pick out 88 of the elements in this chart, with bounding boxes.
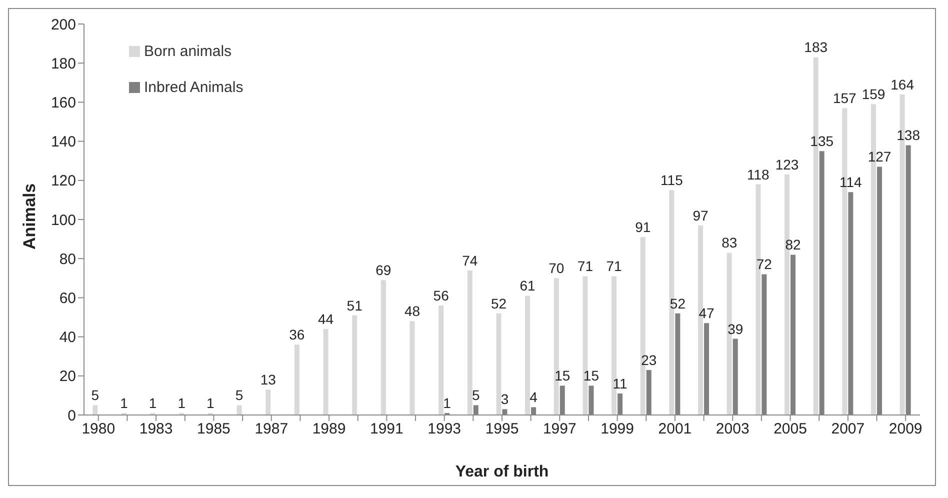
bar [525, 296, 530, 415]
data-label: 127 [868, 148, 892, 165]
x-tick-label: 1991 [370, 420, 404, 438]
x-tick-label: 1987 [254, 420, 288, 438]
data-label: 1 [178, 395, 186, 412]
y-tick-label: 160 [50, 94, 76, 112]
data-label: 123 [775, 156, 799, 173]
bar [266, 390, 271, 415]
data-label: 71 [577, 258, 594, 274]
data-label: 51 [346, 297, 363, 314]
x-tick-label: 2005 [774, 420, 807, 438]
data-label: 61 [520, 278, 536, 294]
x-tick-label: 1983 [139, 420, 173, 438]
data-label: 15 [583, 368, 600, 384]
x-tick-label: 2007 [831, 420, 865, 438]
data-label: 52 [670, 295, 686, 312]
legend-label: Inbred Animals [144, 79, 244, 96]
data-label: 56 [433, 288, 450, 304]
x-tick-label: 2001 [658, 420, 692, 438]
bar [467, 270, 472, 415]
data-label: 72 [756, 256, 772, 272]
data-label: 13 [260, 372, 276, 388]
data-label: 97 [692, 207, 709, 224]
y-tick-label: 0 [68, 407, 76, 424]
bar [496, 313, 502, 415]
data-label: 114 [840, 174, 862, 190]
y-axis-title: Animals [20, 183, 40, 250]
y-tick-label: 120 [50, 172, 76, 190]
data-label: 183 [804, 39, 828, 56]
data-label: 3 [500, 391, 509, 408]
y-tick-label: 20 [59, 368, 76, 386]
data-label: 11 [612, 375, 628, 392]
bar [438, 306, 444, 415]
data-label: 5 [91, 387, 100, 404]
x-tick-label: 1997 [542, 420, 576, 438]
data-label: 1 [206, 395, 215, 412]
data-label: 118 [747, 166, 770, 182]
y-tick-label: 40 [59, 329, 76, 346]
data-label: 39 [728, 320, 744, 337]
y-tick-label: 80 [59, 250, 76, 268]
data-label: 164 [890, 76, 914, 92]
bar [294, 344, 300, 415]
bar [323, 328, 328, 415]
data-label: 83 [722, 234, 738, 251]
data-label: 36 [289, 326, 305, 343]
data-label: 69 [376, 262, 392, 278]
data-label: 1 [148, 395, 157, 412]
x-axis-title: Year of birth [455, 463, 549, 480]
data-label: 48 [404, 303, 420, 320]
data-label: 70 [548, 260, 564, 276]
y-tick-label: 100 [50, 212, 76, 229]
data-label: 91 [635, 219, 651, 236]
x-tick-label: 1980 [82, 420, 116, 438]
x-tick-label: 1993 [428, 420, 462, 438]
x-tick-label: 1985 [197, 420, 230, 438]
data-label: 135 [810, 133, 834, 150]
x-tick-label: 1995 [485, 420, 519, 438]
y-tick-label: 60 [59, 290, 76, 308]
bar [410, 321, 415, 415]
data-label: 44 [318, 310, 334, 327]
legend-label: Born animals [144, 43, 232, 60]
y-tick-label: 140 [50, 134, 76, 151]
data-label: 1 [443, 395, 452, 412]
data-label: 15 [554, 368, 570, 384]
x-tick-label: 2009 [888, 420, 922, 438]
data-label: 82 [785, 236, 802, 253]
data-label: 23 [641, 352, 657, 368]
data-label: 4 [530, 389, 538, 406]
data-label: 115 [660, 172, 684, 188]
y-tick-label: 180 [50, 55, 76, 72]
data-label: 5 [472, 387, 480, 404]
data-label: 47 [698, 305, 715, 322]
bar [352, 315, 358, 415]
data-label: 1 [120, 395, 128, 412]
data-label: 71 [606, 258, 622, 274]
bar [92, 405, 98, 415]
data-label: 159 [862, 86, 886, 102]
data-label: 74 [462, 252, 478, 268]
x-tick-label: 1989 [312, 420, 346, 438]
data-label: 157 [832, 90, 857, 106]
x-tick-label: 1999 [600, 420, 634, 438]
bar [380, 280, 386, 415]
data-label: 138 [896, 127, 920, 144]
x-tick-label: 2003 [716, 420, 750, 438]
data-label: 52 [490, 295, 507, 312]
bar [236, 405, 242, 415]
y-tick-label: 200 [50, 16, 76, 34]
data-label: 5 [235, 387, 244, 404]
